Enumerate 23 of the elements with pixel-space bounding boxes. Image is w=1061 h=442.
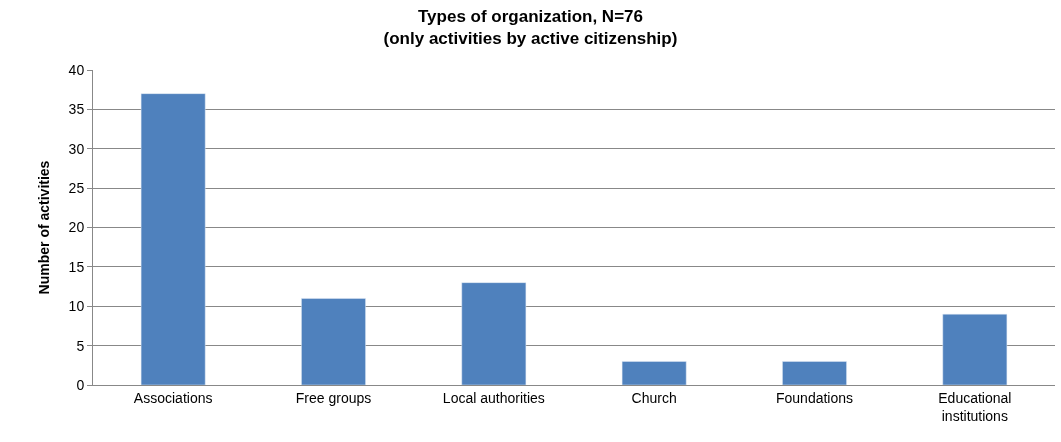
x-tick-label: Educational institutions [938,389,1012,424]
bar [621,361,687,385]
bar [942,313,1008,385]
x-tick-label: Local authorities [442,389,545,406]
y-tick-label: 30 [68,140,85,157]
y-tick-label: 40 [68,61,85,78]
x-tick-label: Church [631,389,677,406]
bar [301,298,366,385]
y-tick-label: 25 [68,180,85,197]
y-tick-label: 15 [68,258,85,275]
y-tick-label: 20 [68,219,85,236]
bar [461,282,527,385]
x-tick-label: Associations [133,389,213,406]
y-tick-label: 0 [76,376,85,393]
y-tick-label: 10 [68,298,85,315]
y-tick-label: 5 [76,337,85,354]
x-tick-label: Foundations [775,389,854,406]
y-axis-title: Number of activities [36,160,53,295]
bar [782,361,847,385]
bar [140,93,206,385]
x-tick-label: Free groups [295,389,372,406]
y-tick-label: 35 [68,101,85,118]
chart-title: Types of organization, N=76 (only activities by active citizenship) [383,7,678,49]
